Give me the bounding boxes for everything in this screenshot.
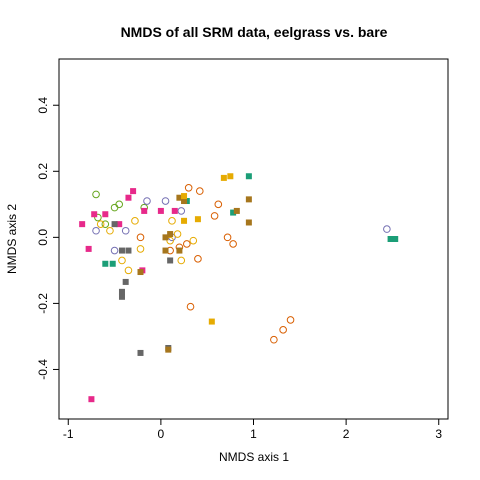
data-point xyxy=(131,217,139,225)
data-point xyxy=(165,346,172,353)
data-point xyxy=(162,234,169,241)
x-tick-label: -1 xyxy=(63,427,74,441)
data-point xyxy=(166,236,174,245)
data-point xyxy=(118,288,125,295)
data-point xyxy=(162,247,169,254)
data-points xyxy=(79,173,399,403)
data-point xyxy=(161,197,170,205)
data-point xyxy=(122,278,129,285)
y-tick-label: -0.4 xyxy=(36,359,50,380)
x-axis-label: NMDS axis 1 xyxy=(219,450,289,464)
data-point xyxy=(85,245,92,252)
data-point xyxy=(116,221,123,228)
y-tick-label: 0.4 xyxy=(36,97,50,114)
data-point xyxy=(101,220,110,228)
data-point xyxy=(92,226,100,235)
data-point xyxy=(118,293,125,300)
data-point xyxy=(220,174,227,181)
data-point xyxy=(106,226,114,235)
data-point xyxy=(110,246,119,255)
data-point xyxy=(102,260,109,267)
data-point xyxy=(184,184,193,192)
axes: -1 0 1 2 3 -0.4 -0.2 0.0 0.2 0.4 xyxy=(36,97,442,441)
data-point xyxy=(392,236,399,242)
data-point xyxy=(111,221,118,228)
data-point xyxy=(137,269,144,276)
data-point xyxy=(383,225,391,233)
data-point xyxy=(186,302,195,311)
data-point xyxy=(171,207,178,214)
y-tick-label: -0.2 xyxy=(36,293,50,314)
data-point xyxy=(387,236,394,242)
data-point xyxy=(130,188,137,195)
data-point xyxy=(102,211,109,218)
data-point xyxy=(233,207,240,214)
data-point xyxy=(229,240,237,248)
data-point xyxy=(208,318,215,325)
data-point xyxy=(214,200,223,209)
data-point xyxy=(210,212,219,220)
x-tick-label: 1 xyxy=(250,427,257,441)
data-point xyxy=(167,231,174,238)
data-point xyxy=(167,257,174,264)
data-point xyxy=(279,326,287,334)
x-tick-label: 2 xyxy=(343,427,350,441)
data-point xyxy=(181,193,188,200)
data-point xyxy=(121,226,130,235)
data-point xyxy=(286,316,295,324)
data-point xyxy=(118,247,125,254)
data-point xyxy=(96,220,105,228)
data-point xyxy=(125,194,132,201)
data-point xyxy=(230,209,237,216)
data-point xyxy=(270,335,278,344)
data-point xyxy=(181,217,188,224)
data-point xyxy=(194,216,201,223)
data-point xyxy=(168,217,176,225)
data-point xyxy=(92,190,100,199)
data-point xyxy=(177,207,186,215)
data-point xyxy=(195,187,204,195)
data-point xyxy=(176,194,183,201)
data-point xyxy=(157,207,164,214)
data-point xyxy=(177,256,186,265)
data-point xyxy=(223,233,232,242)
data-point xyxy=(245,219,252,226)
y-axis-label: NMDS axis 2 xyxy=(5,204,19,274)
data-point xyxy=(143,197,151,205)
data-point xyxy=(109,260,116,267)
x-tick-label: 3 xyxy=(435,427,442,441)
data-point xyxy=(91,211,98,218)
data-point xyxy=(141,207,148,214)
data-point xyxy=(137,349,144,356)
data-point xyxy=(136,245,145,253)
data-point xyxy=(94,213,102,222)
data-point xyxy=(110,203,119,212)
y-tick-label: 0.0 xyxy=(36,229,50,246)
chart-title: NMDS of all SRM data, eelgrass vs. bare xyxy=(121,24,388,40)
data-point xyxy=(118,256,126,265)
data-point xyxy=(125,247,132,254)
data-point xyxy=(227,173,234,180)
data-point xyxy=(245,173,252,180)
data-point xyxy=(136,233,145,242)
data-point xyxy=(183,240,191,248)
data-point xyxy=(194,255,202,263)
data-point xyxy=(124,266,133,275)
data-point xyxy=(79,221,86,228)
y-tick-label: 0.2 xyxy=(36,163,50,180)
x-tick-label: 0 xyxy=(158,427,165,441)
data-point xyxy=(173,230,182,238)
data-point xyxy=(115,200,124,209)
data-point xyxy=(245,196,252,203)
data-point xyxy=(88,396,95,403)
data-point xyxy=(176,247,183,254)
data-point xyxy=(189,236,198,245)
data-point xyxy=(181,198,188,205)
